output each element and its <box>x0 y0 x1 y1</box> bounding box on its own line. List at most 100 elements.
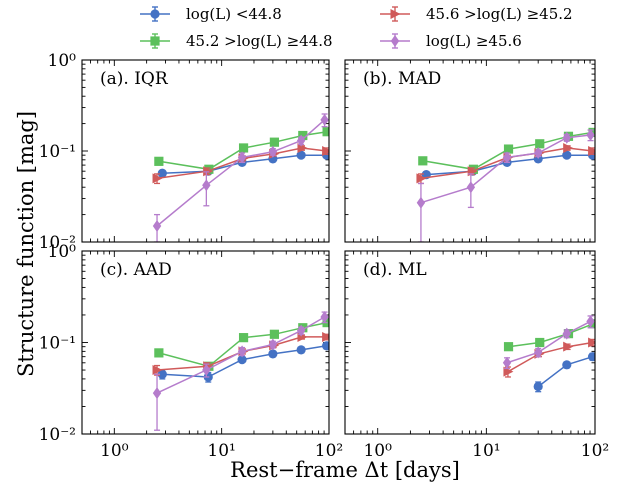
data-point <box>503 366 514 377</box>
y-tick-label: 10⁻² <box>39 233 76 253</box>
data-point <box>238 333 249 343</box>
legend-entry-4: log(L) ≥45.6 <box>380 32 522 50</box>
data-point <box>320 113 329 126</box>
data-point <box>269 329 280 339</box>
x-tick-label: 10² <box>581 441 609 461</box>
series-group <box>152 310 329 431</box>
series-line <box>156 316 325 394</box>
y-tick-label: 10⁰ <box>48 51 77 71</box>
data-point <box>563 341 574 352</box>
data-point <box>157 369 167 379</box>
series-line <box>156 119 326 227</box>
data-point <box>562 131 571 144</box>
panel-frame <box>344 59 596 243</box>
data-point <box>298 130 308 141</box>
panel-frame <box>81 250 330 435</box>
y-tick-label: 10⁻¹ <box>39 334 76 354</box>
series-log-l-45-6 <box>416 128 595 242</box>
series-group <box>502 315 595 393</box>
series-group <box>152 113 329 242</box>
x-tick-label: 10⁰ <box>100 441 129 461</box>
data-point <box>237 345 247 358</box>
panel-a-iqr: (a). IQR 10⁰ 10⁻¹ 10⁻² <box>39 51 330 253</box>
data-point <box>268 338 278 351</box>
x-axis-title: Rest−frame Δt [days] <box>230 458 460 482</box>
legend-marker-icon <box>390 9 401 19</box>
panel-frame <box>344 250 596 435</box>
data-point <box>562 327 571 340</box>
series-log-l-45-6 <box>152 310 329 431</box>
data-point <box>322 146 329 156</box>
legend-marker-icon <box>150 36 160 46</box>
x-tick-label: 10¹ <box>207 441 235 461</box>
panel-label: (c). AAD <box>100 260 172 280</box>
data-point <box>237 151 247 164</box>
legend-entry-3: 45.2 >log(L) ≥44.8 <box>140 32 333 50</box>
panel-label: (a). IQR <box>100 69 169 89</box>
y-tick-label: 10⁻¹ <box>39 142 76 162</box>
series-log-l-45-6 <box>502 315 595 370</box>
y-axis-title: Structure function [mag] <box>14 111 38 377</box>
series-45-2-log-l-44-8 <box>503 319 595 352</box>
legend-marker-icon <box>390 35 400 47</box>
data-point <box>154 156 164 166</box>
data-point <box>269 137 280 147</box>
panels: (a). IQR 10⁰ 10⁻¹ 10⁻² (b). MAD (c). AAD 10⁰ 10… <box>39 51 610 461</box>
data-point <box>237 355 247 365</box>
series-group <box>416 127 595 242</box>
data-point <box>503 342 514 352</box>
legend-marker-icon <box>150 9 160 19</box>
data-point <box>503 144 514 154</box>
series-line <box>506 320 591 364</box>
panel-label: (d). ML <box>363 260 427 280</box>
data-point <box>268 349 278 359</box>
data-point <box>563 142 574 153</box>
legend-label: 45.6 >log(L) ≥45.2 <box>426 5 573 23</box>
data-point <box>296 345 306 355</box>
series-line <box>508 323 594 348</box>
data-point <box>157 168 167 178</box>
data-point <box>296 134 306 147</box>
x-tick-label: 10² <box>315 441 343 461</box>
x-tick-label: 10⁰ <box>363 441 392 461</box>
data-point <box>202 179 211 192</box>
data-point <box>238 143 249 153</box>
panel-b-mad: (b). MAD <box>344 59 596 243</box>
data-point <box>152 387 162 400</box>
data-point <box>466 181 476 194</box>
legend-label: log(L) <44.8 <box>186 5 282 23</box>
data-point <box>502 151 512 164</box>
data-point <box>588 146 595 156</box>
data-point <box>535 337 545 348</box>
data-point <box>588 337 595 348</box>
panel-c-aad: (c). AAD 10⁰ 10¹ 10² 10⁰ 10⁻¹ 10⁻² <box>39 242 344 461</box>
data-point <box>322 127 329 137</box>
data-point <box>502 356 512 369</box>
data-point <box>268 145 278 158</box>
series-log-l-45-6 <box>152 113 329 242</box>
legend-entry-2: 45.6 >log(L) ≥45.2 <box>380 5 573 23</box>
data-point <box>296 324 306 337</box>
data-point <box>416 196 426 209</box>
legend-entry-1: log(L) <44.8 <box>140 5 282 23</box>
data-point <box>152 365 163 376</box>
legend-label: 45.2 >log(L) ≥44.8 <box>186 32 333 50</box>
data-point <box>202 364 211 377</box>
data-point <box>322 341 329 351</box>
data-point <box>152 173 163 184</box>
axis-ticks <box>344 250 596 435</box>
data-point <box>535 139 545 149</box>
legend: log(L) <44.8 45.6 >log(L) ≥45.2 45.2 >log(… <box>140 5 573 50</box>
data-point <box>533 346 543 359</box>
data-point <box>418 156 428 166</box>
series-line <box>420 134 591 204</box>
series-log-l-44-8 <box>157 150 329 178</box>
panel-d-ml: (d). ML 10⁰ 10¹ 10² <box>344 250 609 461</box>
y-tick-label: 10⁻² <box>39 425 76 445</box>
legend-label: log(L) ≥45.6 <box>426 32 522 50</box>
data-point <box>203 166 214 177</box>
data-point <box>586 315 595 328</box>
data-point <box>154 348 164 358</box>
data-point <box>562 150 572 160</box>
